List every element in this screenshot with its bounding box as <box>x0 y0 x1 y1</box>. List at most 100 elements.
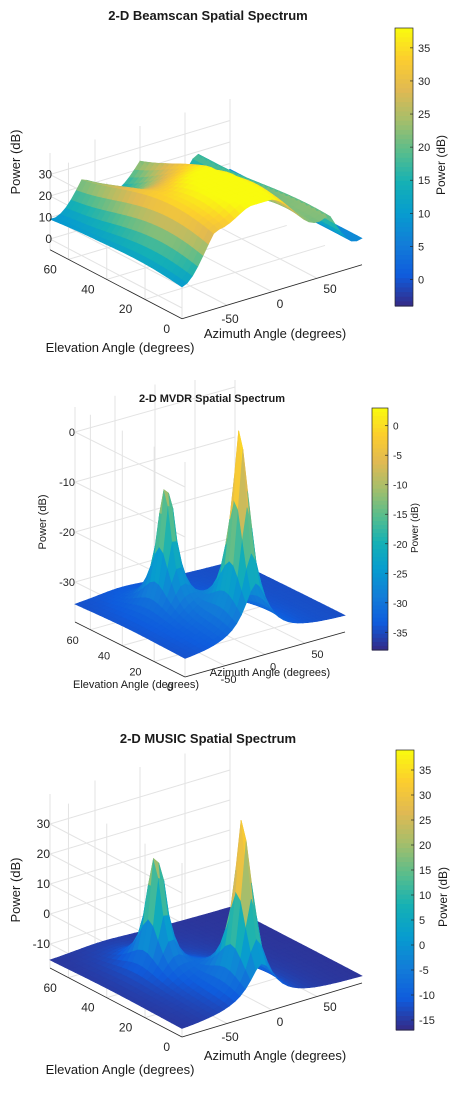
colorbar-tick-label: -35 <box>393 628 408 639</box>
colorbar-tick-label: 15 <box>419 865 431 877</box>
colorbar-segment <box>372 621 388 627</box>
colorbar-tick-label: 0 <box>393 422 399 433</box>
colorbar-segment <box>372 573 388 578</box>
colorbar-segment <box>395 65 413 71</box>
z-tick-label: -20 <box>59 527 75 539</box>
colorbar-segment <box>396 969 414 975</box>
colorbar-segment <box>396 922 414 928</box>
colorbar-segment <box>395 134 413 140</box>
colorbar-segment <box>372 492 388 498</box>
colorbar-segment <box>372 412 388 417</box>
colorbar-segment <box>396 978 414 984</box>
colorbar-segment <box>372 593 388 599</box>
z-tick-label: -10 <box>33 937 51 951</box>
z-tick-label: -10 <box>59 477 75 489</box>
colorbar-segment <box>372 476 388 482</box>
colorbar-tick-label: 25 <box>419 815 431 827</box>
colorbar-tick-label: 5 <box>419 915 425 927</box>
colorbar-segment <box>395 250 413 256</box>
colorbar-segment <box>395 292 413 298</box>
colorbar-segment <box>372 480 388 486</box>
colorbar-segment <box>395 278 413 284</box>
colorbar-tick-label: -5 <box>393 451 402 462</box>
colorbar-tick-label: 20 <box>419 840 431 852</box>
colorbar-label: Power (dB) <box>434 135 448 195</box>
colorbar-segment <box>395 157 413 163</box>
colorbar-segment <box>395 125 413 131</box>
colorbar-segment <box>395 46 413 52</box>
grid-line <box>48 799 231 924</box>
colorbar-segment <box>396 1002 414 1008</box>
colorbar-segment <box>395 51 413 57</box>
y-tick-label: 20 <box>119 1020 133 1034</box>
colorbar-tick-label: 30 <box>419 790 431 802</box>
colorbar-segment <box>372 464 388 470</box>
z-axis-label: Power (dB) <box>37 494 49 549</box>
colorbar-segment <box>396 852 414 858</box>
colorbar-segment <box>372 524 388 530</box>
colorbar-segment <box>396 904 414 910</box>
colorbar-segment <box>396 750 414 756</box>
colorbar-segment <box>395 41 413 48</box>
colorbar-segment <box>395 167 413 173</box>
colorbar-segment <box>396 773 414 779</box>
colorbar-segment <box>372 589 388 595</box>
surface-patch <box>350 235 363 242</box>
colorbar-segment <box>372 529 388 534</box>
y-tick-label: 20 <box>119 302 133 316</box>
colorbar-segment <box>395 255 413 261</box>
colorbar-segment <box>395 148 413 154</box>
y-tick-label: 40 <box>98 651 110 663</box>
y-tick-label: 0 <box>167 682 173 694</box>
x-axis-line <box>181 264 363 320</box>
colorbar-segment <box>372 516 388 522</box>
colorbar-segment <box>396 997 414 1003</box>
colorbar-segment <box>372 545 388 550</box>
colorbar-segment <box>396 890 414 896</box>
colorbar-segment <box>395 190 413 196</box>
colorbar-segment <box>372 557 388 562</box>
colorbar-segment <box>372 533 388 538</box>
colorbar-segment <box>395 273 413 279</box>
colorbar-segment <box>395 60 413 66</box>
y-axis-label: Elevation Angle (degrees) <box>46 340 195 355</box>
colorbar-segment <box>395 129 413 136</box>
colorbar-segment <box>395 208 413 214</box>
colorbar-segment <box>372 452 388 457</box>
colorbar-segment <box>395 102 413 108</box>
colorbar-segment <box>372 496 388 502</box>
colorbar-segment <box>396 857 414 863</box>
colorbar-segment <box>395 153 413 159</box>
colorbar-segment <box>372 549 388 554</box>
colorbar-segment <box>396 778 414 784</box>
chart-music: -50 0 50 0 20 40 60 30 20 10 0 -10 2-D MUSIC Spatia… <box>0 722 474 1096</box>
colorbar-segment <box>372 597 388 603</box>
chart-title: 2-D MUSIC Spatial Spectrum <box>120 731 296 746</box>
colorbar-segment <box>395 171 413 177</box>
colorbar-segment <box>395 120 413 126</box>
y-tick-label: 60 <box>43 981 57 995</box>
colorbar-segment <box>396 764 414 770</box>
colorbar-frame <box>371 407 389 651</box>
colorbar-segment <box>396 960 414 966</box>
colorbar-segment <box>372 641 388 647</box>
colorbar-segment <box>395 180 413 187</box>
colorbar-segment <box>372 428 388 433</box>
colorbar-segment <box>372 424 388 429</box>
colorbar-segment <box>395 143 413 150</box>
colorbar-segment <box>372 420 388 425</box>
colorbar-segment <box>395 106 413 112</box>
colorbar-segment <box>396 1025 414 1031</box>
colorbar-segment <box>395 74 413 80</box>
colorbar-segment <box>372 512 388 518</box>
x-axis-label: Azimuth Angle (degrees) <box>204 326 346 341</box>
colorbar-segment <box>372 633 388 639</box>
colorbar-segment <box>372 444 388 449</box>
x-tick-label: 50 <box>311 649 323 661</box>
colorbar-segment <box>396 834 414 840</box>
colorbar-segment <box>396 862 414 868</box>
colorbar-segment <box>372 637 388 643</box>
x-tick-label: -50 <box>221 674 237 686</box>
colorbar-segment <box>396 913 414 919</box>
x-tick-label: 0 <box>277 297 284 311</box>
